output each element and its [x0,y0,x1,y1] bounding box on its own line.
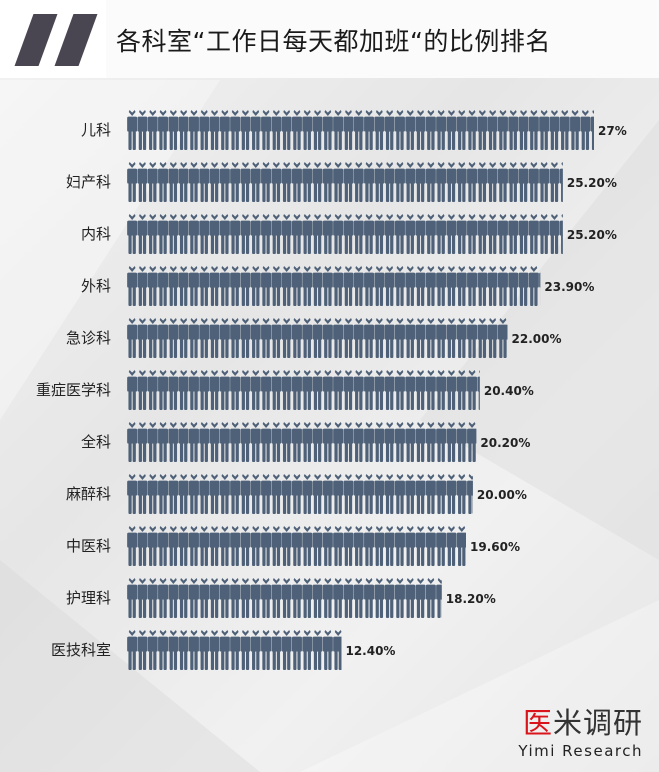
page-title: 各科室“工作日每天都加班“的比例排名 [116,27,551,56]
header-bar: 各科室“工作日每天都加班“的比例排名 [0,0,659,78]
logo-chars: 米调研 [552,706,643,740]
bar [127,370,480,410]
value-label: 18.20% [446,592,496,606]
value-label: 20.20% [480,436,530,450]
category-label: 儿科 [81,121,111,139]
value-label: 20.00% [477,488,527,502]
category-label: 医技科室 [51,641,111,659]
bar [127,422,477,462]
bar [127,630,342,670]
value-label: 23.90% [544,280,594,294]
category-label: 内科 [81,225,111,243]
category-label: 重症医学科 [36,381,111,399]
brand-logo: 医米调研 Yimi Research [509,706,643,762]
bar [127,526,467,566]
quote-mark-icon [0,0,106,78]
pictograph-bar-chart: 儿科 27% 妇产科 25.20% 内科 25.20% 外科 23.90% 急诊科 22.00% 重… [36,110,627,670]
bar [127,318,508,358]
value-label: 25.20% [567,228,617,242]
bar [127,578,442,618]
bar [127,110,594,150]
logo-chinese: 医米调研 [509,706,643,740]
value-label: 12.40% [345,644,395,658]
category-label: 麻醉科 [66,485,111,503]
category-label: 中医科 [66,537,111,555]
logo-english: Yimi Research [518,742,643,760]
logo-char-red: 医 [522,706,553,740]
value-label: 20.40% [484,384,534,398]
value-label: 25.20% [567,176,617,190]
bar [127,266,541,306]
bar [127,162,563,202]
category-label: 急诊科 [66,329,111,347]
value-label: 27% [598,124,627,138]
category-label: 护理科 [66,589,111,607]
category-label: 全科 [81,433,111,451]
bar [127,214,563,254]
value-label: 19.60% [470,540,520,554]
category-label: 妇产科 [66,173,111,191]
bar [127,474,473,514]
category-label: 外科 [81,277,111,295]
value-label: 22.00% [512,332,562,346]
